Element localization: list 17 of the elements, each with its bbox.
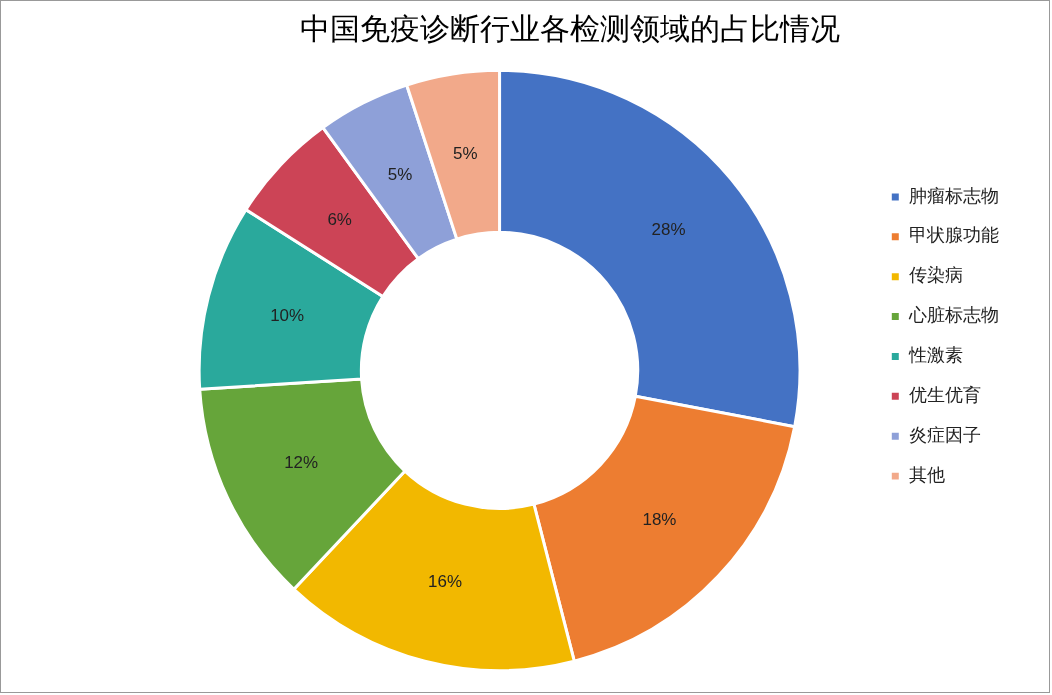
legend-label: 肿瘤标志物: [909, 184, 1000, 206]
chart-title: 中国免疫诊断行业各检测领域的占比情况: [299, 10, 841, 46]
data-label: 12%: [284, 453, 319, 473]
data-label: 10%: [270, 305, 305, 325]
legend-label: 心脏标志物: [908, 304, 1000, 326]
data-label: 28%: [651, 220, 686, 240]
legend-label: 甲状腺功能: [909, 224, 1000, 246]
legend-label: 传染病: [909, 264, 964, 286]
legend-label: 性激素: [908, 344, 964, 366]
legend-label: 优生优育: [909, 384, 982, 406]
legend-label: 其他: [909, 463, 946, 485]
data-label: 16%: [428, 572, 462, 592]
legend-label: 炎症因子: [909, 423, 982, 445]
data-label: 6%: [327, 210, 352, 230]
data-label: 18%: [642, 510, 677, 530]
data-label: 5%: [452, 143, 478, 163]
data-label: 5%: [387, 164, 413, 184]
